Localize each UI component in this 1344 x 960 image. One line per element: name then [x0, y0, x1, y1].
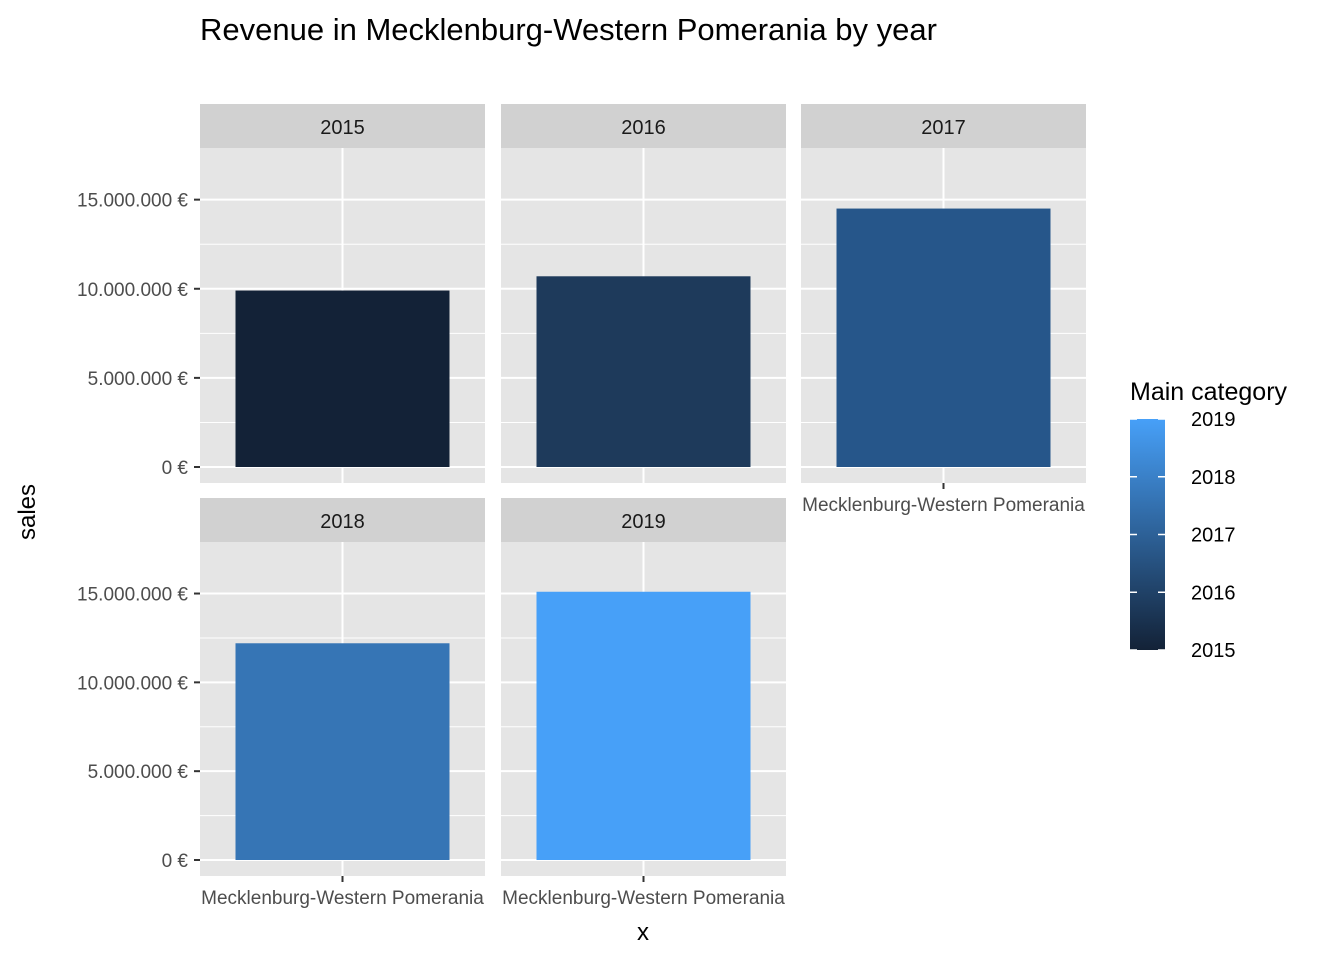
facet-strip — [501, 104, 786, 148]
facet-panels: 2015 0 € 5.000.000 € 10.000.000 € 15.000.000… — [77, 104, 1086, 909]
bar-2015 — [235, 290, 450, 467]
bar-2016 — [536, 276, 751, 467]
facet-panel-2018: 2018 0 € 5.000.000 € 10.000.000 € 15.000.000… — [77, 498, 485, 909]
facet-label: 2017 — [921, 117, 966, 139]
y-axis-title: sales — [14, 484, 41, 540]
facet-panel-2016: 2016 — [501, 104, 786, 483]
chart-title: Revenue in Mecklenburg-Western Pomerania… — [200, 12, 937, 47]
bar-2018 — [235, 643, 450, 860]
y-tick-label: 0 € — [162, 458, 189, 479]
x-tick-label: Mecklenburg-Western Pomerania — [502, 888, 785, 909]
legend-label: 2017 — [1191, 525, 1236, 547]
bar-2017 — [836, 208, 1051, 467]
legend-label: 2018 — [1191, 467, 1236, 489]
facet-label: 2019 — [621, 511, 666, 533]
x-axis-title: x — [637, 919, 649, 946]
bar-2019 — [536, 591, 751, 860]
legend-label: 2019 — [1191, 409, 1236, 431]
legend-label: 2016 — [1191, 582, 1236, 604]
y-tick-label: 10.000.000 € — [77, 673, 188, 694]
x-tick-label: Mecklenburg-Western Pomerania — [802, 495, 1085, 516]
facet-label: 2015 — [320, 117, 365, 139]
y-tick-label: 5.000.000 € — [88, 369, 189, 390]
facet-label: 2016 — [621, 117, 666, 139]
legend-title: Main category — [1130, 378, 1288, 406]
facet-panel-2015: 2015 0 € 5.000.000 € 10.000.000 € 15.000.000… — [77, 104, 485, 483]
y-tick-label: 15.000.000 € — [77, 585, 188, 606]
y-tick-label: 5.000.000 € — [88, 762, 189, 783]
facet-strip — [200, 104, 485, 148]
x-tick-label: Mecklenburg-Western Pomerania — [201, 888, 484, 909]
legend: Main category 2019 2018 2017 2016 2015 — [1130, 378, 1288, 662]
facet-panel-2017: 2017 Mecklenburg-Western Pomerania — [801, 104, 1086, 516]
facet-strip — [501, 498, 786, 542]
legend-label: 2015 — [1191, 640, 1236, 662]
y-tick-label: 10.000.000 € — [77, 280, 188, 301]
facet-strip — [801, 104, 1086, 148]
facet-label: 2018 — [320, 511, 365, 533]
facet-strip — [200, 498, 485, 542]
y-tick-label: 15.000.000 € — [77, 191, 188, 212]
facet-panel-2019: 2019 Mecklenburg-Western Pomerania — [501, 498, 786, 909]
y-tick-label: 0 € — [162, 851, 189, 872]
